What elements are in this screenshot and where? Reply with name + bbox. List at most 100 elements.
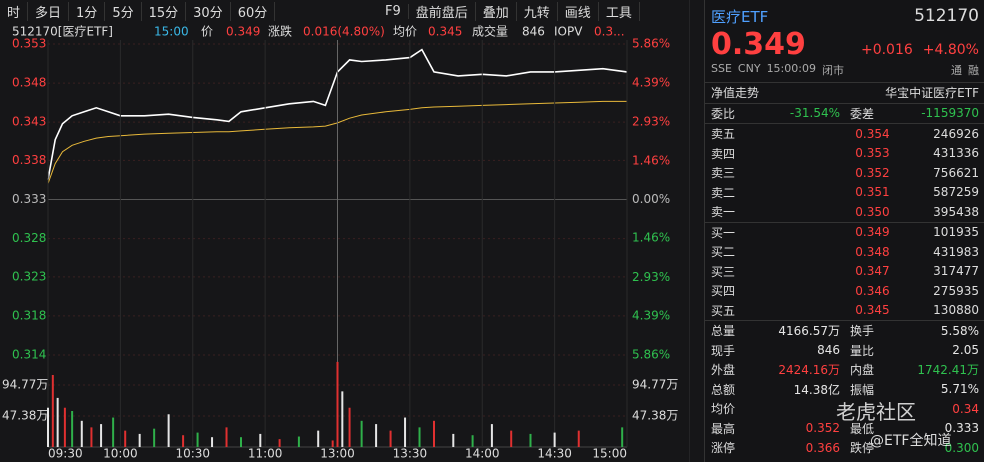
x-tick-label: 09:30 [48, 447, 83, 461]
volume-bar [259, 433, 262, 447]
toolbar-button[interactable]: 盘前盘后 [409, 1, 476, 21]
book-volume: 431983 [933, 244, 979, 259]
stat-row: 总额 14.38亿 振幅 5.71% [705, 380, 984, 400]
book-price: 0.352 [855, 165, 890, 180]
value: -1159370 [921, 106, 979, 121]
quote-code: 512170 [914, 6, 979, 26]
book-volume: 756621 [933, 165, 979, 180]
toolbar-button[interactable]: 时 [0, 1, 29, 21]
toolbar-button[interactable]: 1分 [69, 1, 106, 21]
exchange: SSE [711, 62, 732, 75]
tab[interactable]: 净值走势 [711, 86, 760, 101]
stat-value: 2.05 [952, 343, 979, 358]
quote-panel: 医疗ETF 512170 0.349 +0.016 +4.80% SSE CNY… [704, 0, 984, 462]
y2-tick-label: 4.39% [632, 308, 670, 322]
volume-bar [331, 440, 334, 447]
quote-status: 闭市 [821, 64, 844, 77]
book-volume: 275935 [933, 283, 979, 298]
info-time: 15:00 [154, 25, 189, 39]
toolbar-button[interactable]: 画线 [558, 1, 599, 21]
stat-row: 均价 0.34 [705, 399, 984, 419]
book-label: 买三 [711, 264, 736, 279]
volume-bar [56, 397, 59, 447]
volume-bar [341, 391, 344, 447]
toolbar-button[interactable]: 九转 [517, 1, 558, 21]
tabs: 净值走势 华宝中证医疗ETF [705, 82, 984, 104]
toolbar-button[interactable]: 5分 [105, 1, 142, 21]
x-tick-label: 13:30 [393, 447, 428, 461]
volume-bar [124, 430, 127, 447]
volume-bar [389, 430, 392, 447]
stat-label: 量比 [850, 343, 875, 358]
volume-bar [621, 427, 624, 447]
volume-bar [433, 420, 435, 447]
toolbar-button[interactable]: 60分 [231, 1, 276, 21]
stat-row: 最高 0.352 最低 0.333 [705, 419, 984, 439]
volume-bar [153, 428, 156, 447]
y2-tick-label: 2.93% [632, 114, 670, 128]
quote-header: 医疗ETF 512170 [705, 0, 984, 27]
stat-label: 最低 [850, 421, 875, 436]
volume-bar [112, 417, 115, 447]
tool-toolbar: F9 盘前盘后 叠加 九转 画线 工具 [378, 0, 640, 22]
book-price: 0.345 [855, 303, 890, 318]
volume-bar [418, 427, 421, 447]
book-label: 卖一 [711, 205, 736, 220]
volume-bar [71, 411, 74, 447]
toolbar-button[interactable]: 工具 [599, 1, 640, 21]
y-tick-label: 0.353 [12, 37, 46, 51]
quote-name: 医疗ETF [711, 8, 769, 26]
info-value: 0.3... [594, 25, 625, 39]
stats: 总量 4166.57万 换手 5.58% 现手 846 量比 2.05 外盘 2424.16万 内盘… [705, 320, 984, 458]
currency: CNY [737, 62, 761, 75]
tab[interactable]: 华宝中证医疗ETF [885, 86, 979, 101]
book-volume: 130880 [933, 303, 979, 318]
volume-bar [510, 430, 513, 447]
toolbar-button[interactable]: 30分 [186, 1, 231, 21]
stat-value: 0.300 [944, 440, 979, 455]
toolbar-button[interactable]: F9 [378, 3, 409, 19]
toolbar-button[interactable]: 叠加 [476, 1, 517, 21]
volume-bar [553, 432, 556, 447]
volume-bar [529, 433, 532, 447]
volume-bar [336, 361, 339, 447]
toolbar-button[interactable]: 多日 [28, 1, 70, 21]
book-price: 0.351 [855, 185, 890, 200]
y-tick-label: 0.314 [12, 348, 46, 362]
volume-bar [317, 430, 320, 447]
label: 委差 [850, 106, 875, 121]
book-volume: 431336 [933, 146, 979, 161]
stat-value: 1742.41万 [917, 363, 979, 378]
book-price: 0.347 [855, 264, 890, 279]
volume-bar [404, 417, 407, 447]
info-value: 846 [522, 25, 545, 39]
book-price: 0.353 [855, 146, 890, 161]
stat-label: 总额 [711, 382, 736, 397]
book-row: 卖五 0.354 246926 [705, 124, 984, 144]
y-tick-label: 47.38万 [2, 408, 48, 422]
info-value: 0.349 [226, 25, 260, 39]
order-book: 卖五 0.354 246926 卖四 0.353 431336 卖三 0.352 756621 卖… [705, 124, 984, 320]
y2-tick-label: 1.46% [632, 231, 670, 245]
x-tick-label: 13:00 [320, 447, 355, 461]
volume-bar [167, 414, 170, 447]
volume-bar [240, 437, 242, 447]
book-label: 买五 [711, 303, 736, 318]
quote-price: 0.349 [711, 27, 806, 62]
volume-bar [360, 420, 363, 447]
watermark: @ETF全知道 [870, 433, 952, 449]
info-label: 涨跌 [268, 24, 292, 39]
toolbar-button[interactable]: 15分 [142, 1, 187, 21]
book-row: 卖四 0.353 431336 [705, 144, 984, 164]
book-price: 0.350 [855, 204, 890, 219]
book-row: 买四 0.346 275935 [705, 281, 984, 301]
volume-bar [51, 375, 54, 447]
average-line [47, 100, 627, 184]
price-line [47, 48, 628, 180]
info-code: 512170[医疗ETF] [12, 25, 113, 39]
volume-bar [297, 436, 300, 447]
stat-row: 涨停 0.366 跌停 0.300 [705, 438, 984, 458]
stat-value: 0.34 [952, 401, 979, 416]
volume-bar [577, 430, 580, 447]
